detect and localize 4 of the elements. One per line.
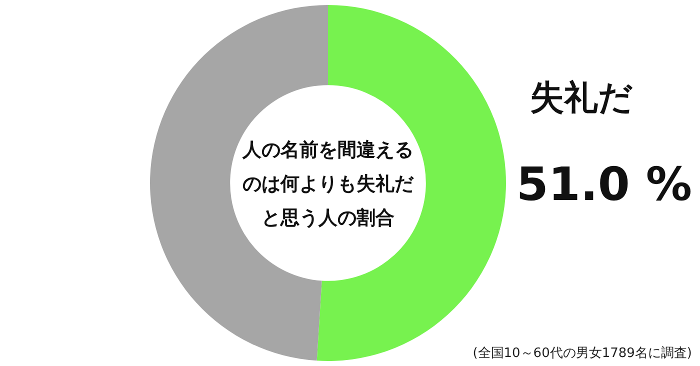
data-label: 51.0 % <box>516 156 692 211</box>
text: (全国10～60代の男女1789名に調査) <box>472 345 692 362</box>
slice-label: 失礼だ <box>530 78 633 118</box>
text: 人の名前を間違えるのは何よりも失礼だと思う人の割合 <box>241 138 415 231</box>
